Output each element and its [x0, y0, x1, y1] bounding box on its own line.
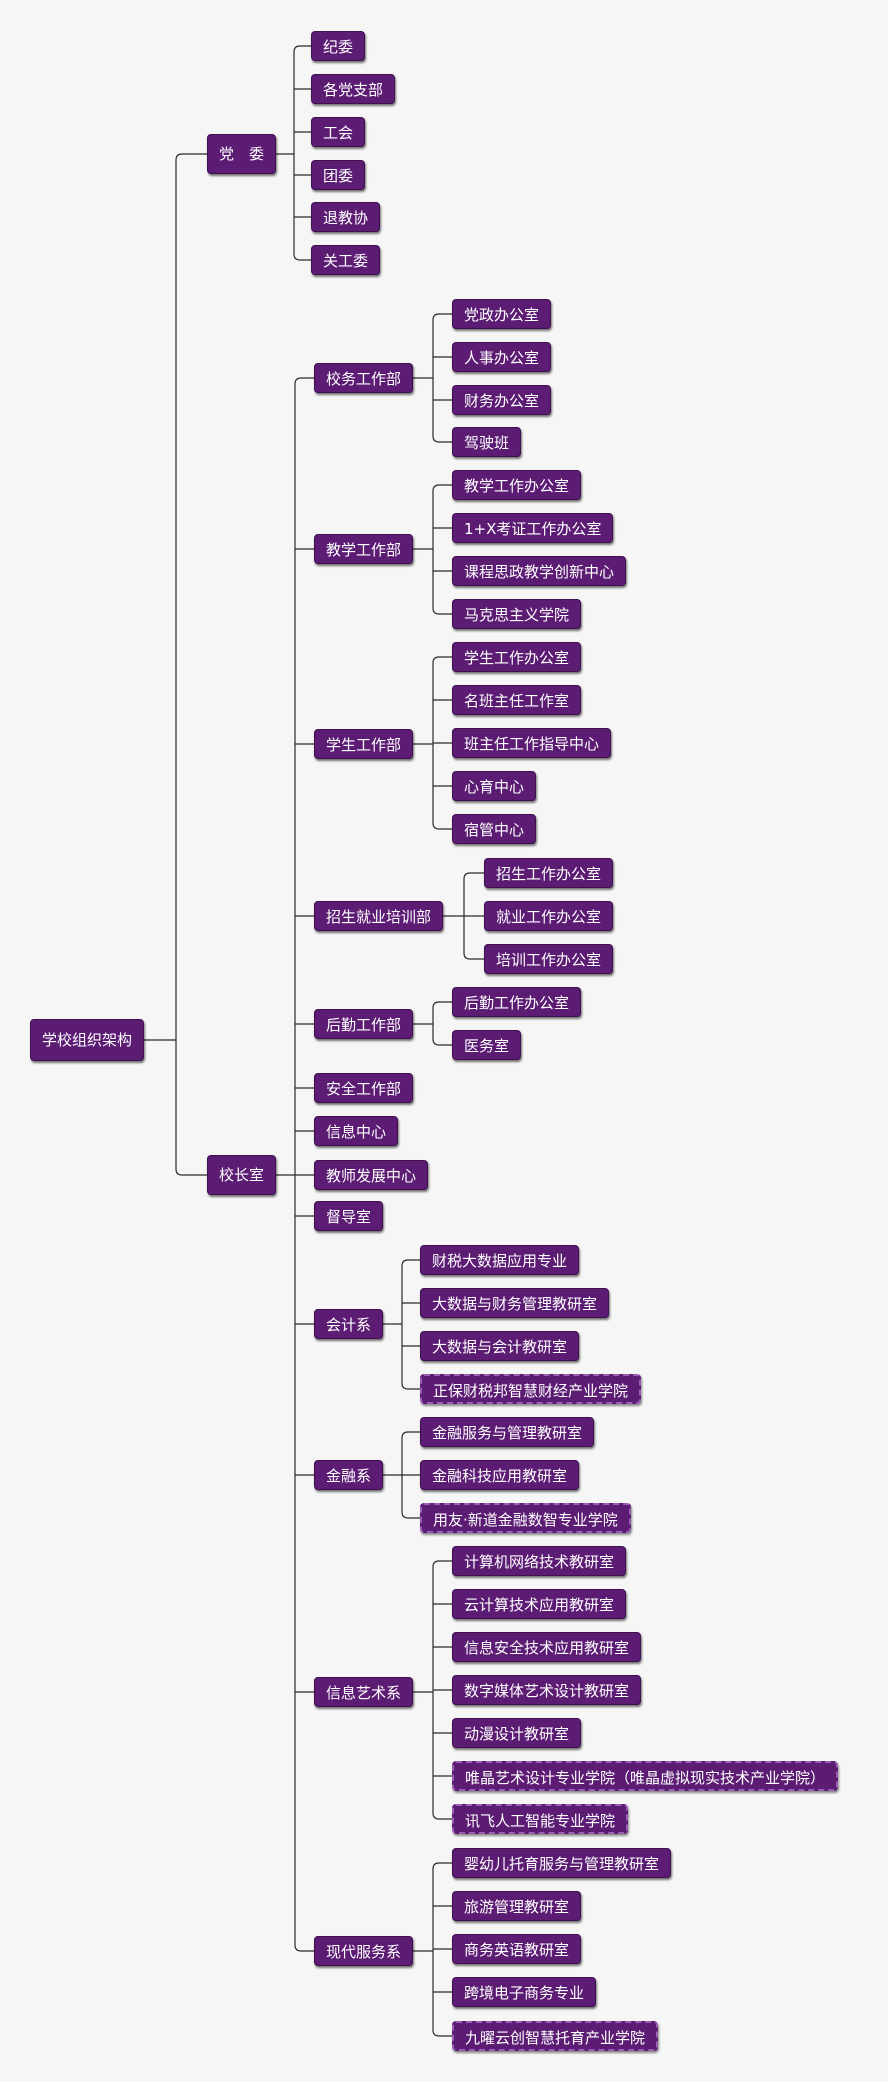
leaf-node[interactable]: 班主任工作指导中心 [452, 728, 612, 758]
department-node[interactable]: 学生工作部 [314, 729, 414, 759]
department-node[interactable]: 教学工作部 [314, 534, 414, 564]
department-node[interactable]: 教师发展中心 [314, 1160, 429, 1190]
connector-line [293, 253, 311, 261]
connector-line [432, 822, 452, 830]
leaf-node[interactable]: 工会 [311, 117, 366, 147]
connector-line [175, 1168, 207, 1176]
connector-line [432, 313, 452, 321]
connector-line [432, 435, 452, 443]
connector-line [432, 1862, 452, 1870]
leaf-node[interactable]: 学生工作办公室 [452, 642, 582, 672]
leaf-node[interactable]: 云计算技术应用教研室 [452, 1589, 627, 1619]
leaf-node[interactable]: 纪委 [311, 31, 366, 61]
connector-line [463, 952, 484, 960]
connector-line [401, 1382, 420, 1390]
department-node[interactable]: 招生就业培训部 [314, 901, 444, 931]
connector-line [294, 1944, 314, 1952]
leaf-node[interactable]: 人事办公室 [452, 342, 552, 372]
leaf-node[interactable]: 团委 [311, 160, 366, 190]
leaf-node-dashed[interactable]: 唯晶艺术设计专业学院（唯晶虚拟现实技术产业学院） [452, 1761, 839, 1791]
leaf-node[interactable]: 大数据与会计教研室 [420, 1331, 580, 1361]
connector-line [432, 484, 452, 492]
leaf-node[interactable]: 关工委 [311, 245, 381, 275]
leaf-node[interactable]: 退教协 [311, 202, 381, 232]
leaf-node[interactable]: 金融科技应用教研室 [420, 1460, 580, 1490]
leaf-node[interactable]: 招生工作办公室 [484, 858, 614, 888]
leaf-node[interactable]: 驾驶班 [452, 427, 522, 457]
connector-line [432, 1560, 452, 1568]
leaf-node[interactable]: 宿管中心 [452, 814, 537, 844]
leaf-node[interactable]: 财税大数据应用专业 [420, 1245, 580, 1275]
leaf-node[interactable]: 课程思政教学创新中心 [452, 556, 627, 586]
connector-line [432, 607, 452, 615]
department-node[interactable]: 信息艺术系 [314, 1677, 414, 1707]
department-node[interactable]: 后勤工作部 [314, 1009, 414, 1039]
connector-line [432, 2029, 452, 2037]
leaf-node[interactable]: 就业工作办公室 [484, 901, 614, 931]
leaf-node[interactable]: 信息安全技术应用教研室 [452, 1632, 642, 1662]
leaf-node-dashed[interactable]: 用友·新道金融数智专业学院 [420, 1503, 631, 1533]
connector-line [401, 1511, 420, 1519]
connector-line [432, 656, 452, 664]
leaf-node[interactable]: 党政办公室 [452, 299, 552, 329]
leaf-node[interactable]: 计算机网络技术教研室 [452, 1546, 627, 1576]
department-node[interactable]: 安全工作部 [314, 1073, 414, 1103]
leaf-node[interactable]: 后勤工作办公室 [452, 987, 582, 1017]
leaf-node[interactable]: 商务英语教研室 [452, 1934, 582, 1964]
leaf-node[interactable]: 1+X考证工作办公室 [452, 513, 614, 543]
leaf-node-dashed[interactable]: 讯飞人工智能专业学院 [452, 1804, 629, 1834]
leaf-node[interactable]: 旅游管理教研室 [452, 1891, 582, 1921]
leaf-node[interactable]: 大数据与财务管理教研室 [420, 1288, 610, 1318]
leaf-node[interactable]: 婴幼儿托育服务与管理教研室 [452, 1848, 672, 1878]
leaf-node[interactable]: 马克思主义学院 [452, 599, 582, 629]
connector-line [294, 377, 314, 385]
leaf-node[interactable]: 动漫设计教研室 [452, 1718, 582, 1748]
leaf-node[interactable]: 教学工作办公室 [452, 470, 582, 500]
leaf-node[interactable]: 心育中心 [452, 771, 537, 801]
leaf-node-dashed[interactable]: 九曜云创智慧托育产业学院 [452, 2021, 659, 2051]
department-node[interactable]: 信息中心 [314, 1116, 399, 1146]
department-node[interactable]: 督导室 [314, 1201, 384, 1231]
leaf-node[interactable]: 数字媒体艺术设计教研室 [452, 1675, 642, 1705]
branch-node[interactable]: 校长室 [207, 1155, 277, 1195]
leaf-node[interactable]: 医务室 [452, 1030, 522, 1060]
department-node[interactable]: 校务工作部 [314, 363, 414, 393]
connector-line [401, 1259, 420, 1267]
leaf-node-dashed[interactable]: 正保财税邦智慧财经产业学院 [420, 1374, 642, 1404]
connector-line [463, 872, 484, 880]
department-node[interactable]: 金融系 [314, 1460, 384, 1490]
leaf-node[interactable]: 各党支部 [311, 74, 396, 104]
connector-line [432, 1001, 452, 1009]
root-node[interactable]: 学校组织架构 [30, 1019, 145, 1061]
connector-line [432, 1812, 452, 1820]
leaf-node[interactable]: 名班主任工作室 [452, 685, 582, 715]
branch-node[interactable]: 党 委 [207, 134, 277, 174]
department-node[interactable]: 会计系 [314, 1309, 384, 1339]
connector-line [401, 1431, 420, 1439]
leaf-node[interactable]: 金融服务与管理教研室 [420, 1417, 595, 1447]
leaf-node[interactable]: 财务办公室 [452, 385, 552, 415]
connector-line [175, 153, 207, 161]
leaf-node[interactable]: 培训工作办公室 [484, 944, 614, 974]
connector-line [432, 1038, 452, 1046]
connector-line [293, 45, 311, 53]
leaf-node[interactable]: 跨境电子商务专业 [452, 1977, 597, 2007]
department-node[interactable]: 现代服务系 [314, 1936, 414, 1966]
